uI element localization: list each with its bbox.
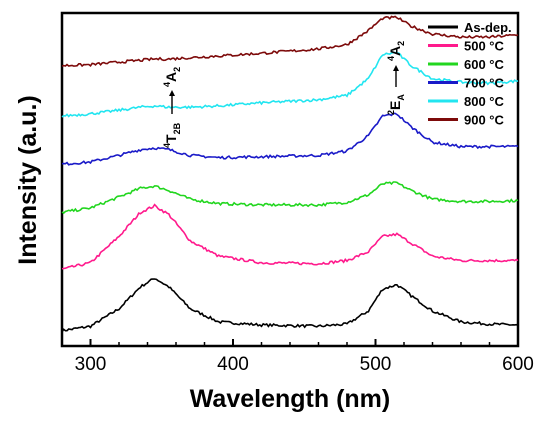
x-axis-label: Wavelength (nm) xyxy=(190,385,390,413)
x-axis-ticks: 300 400 500 600 xyxy=(61,339,534,375)
svg-text:4A2: 4A2 xyxy=(162,67,182,87)
x-tick-label: 300 xyxy=(75,354,107,375)
legend-label: 900 °C xyxy=(464,113,505,128)
series-line-4 xyxy=(61,51,519,118)
x-tick-label: 600 xyxy=(502,354,534,375)
y-axis-label: Intensity (a.u.) xyxy=(14,95,42,264)
annotation-t2b-transition: 4T2B 4A2 xyxy=(162,67,182,148)
legend-label: 800 °C xyxy=(464,94,505,109)
svg-text:4T2B: 4T2B xyxy=(162,122,182,148)
legend-label: 500 °C xyxy=(464,39,505,54)
x-tick-label: 500 xyxy=(360,354,392,375)
legend: As-dep. 500 °C 600 °C 700 °C 800 °C 900 °C xyxy=(428,20,512,128)
svg-text:2EA: 2EA xyxy=(386,94,406,115)
legend-label: As-dep. xyxy=(464,20,512,35)
annotation-ea-transition: 2EA 4A2 xyxy=(386,41,406,115)
series-line-2 xyxy=(61,181,519,215)
series-line-0 xyxy=(61,278,519,333)
legend-label: 700 °C xyxy=(464,76,505,91)
legend-label: 600 °C xyxy=(464,57,505,72)
series-line-5 xyxy=(61,15,519,68)
series-line-1 xyxy=(61,203,519,270)
svg-text:4A2: 4A2 xyxy=(386,41,406,61)
x-tick-label: 400 xyxy=(217,354,249,375)
series-line-3 xyxy=(61,112,519,166)
series-layer xyxy=(61,15,519,333)
